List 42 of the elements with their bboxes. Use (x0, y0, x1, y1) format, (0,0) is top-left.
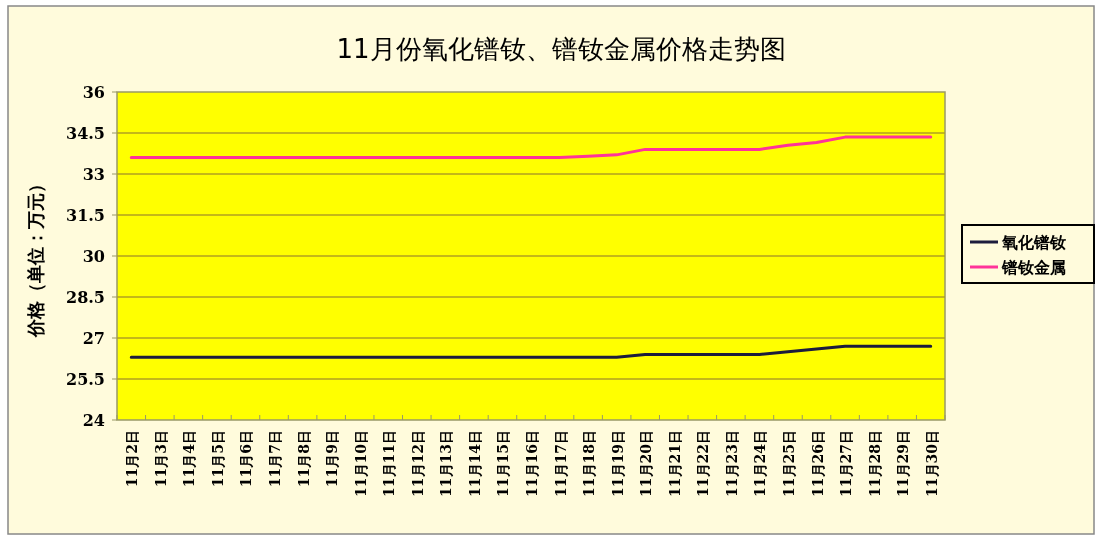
x-tick-label: 11月21日 (666, 430, 683, 497)
x-tick-label: 11月24日 (752, 430, 769, 497)
x-tick-label: 11月17日 (552, 430, 569, 497)
x-tick-label: 11月29日 (895, 430, 912, 497)
x-tick-label: 11月8日 (295, 430, 312, 488)
x-tick-label: 11月9日 (324, 430, 341, 488)
y-tick-label: 33 (82, 165, 105, 184)
x-tick-label: 11月4日 (181, 430, 198, 488)
y-tick-label: 36 (82, 83, 105, 102)
x-tick-label: 11月10日 (352, 430, 369, 497)
x-tick-label: 11月7日 (267, 430, 284, 488)
x-tick-label: 11月20日 (638, 430, 655, 497)
x-tick-label: 11月6日 (238, 430, 255, 488)
x-tick-label: 11月3日 (152, 430, 169, 488)
x-tick-label: 11月23日 (723, 430, 740, 497)
x-tick-label: 11月18日 (581, 430, 598, 497)
chart-title: 11月份氧化镨钕、镨钕金属价格走势图 (336, 34, 786, 64)
x-tick-label: 11月26日 (809, 430, 826, 497)
y-tick-label: 24 (82, 411, 105, 430)
x-tick-label: 11月22日 (695, 430, 712, 497)
x-tick-label: 11月14日 (466, 430, 483, 497)
x-tick-label: 11月5日 (209, 430, 226, 488)
x-tick-label: 11月25日 (780, 430, 797, 497)
x-tick-label: 11月28日 (866, 430, 883, 497)
x-tick-label: 11月11日 (381, 430, 398, 497)
legend-label: 氧化镨钕 (1001, 233, 1066, 252)
x-tick-label: 11月15日 (495, 430, 512, 497)
x-tick-label: 11月2日 (124, 430, 141, 488)
x-tick-label: 11月19日 (609, 430, 626, 497)
y-tick-label: 25.5 (66, 370, 105, 389)
y-tick-label: 30 (82, 247, 105, 266)
y-tick-label: 28.5 (66, 288, 105, 307)
y-tick-label: 34.5 (66, 124, 105, 143)
legend-label: 镨钕金属 (1001, 258, 1066, 277)
y-tick-label: 31.5 (66, 206, 105, 225)
x-tick-label: 11月30日 (923, 430, 940, 497)
x-tick-label: 11月12日 (409, 430, 426, 497)
x-tick-label: 11月16日 (524, 430, 540, 497)
y-tick-label: 27 (82, 329, 105, 348)
y-axis-title: 价格（单位：万元） (25, 175, 46, 338)
x-tick-label: 11月13日 (438, 430, 455, 497)
x-tick-label: 11月27日 (838, 430, 855, 497)
